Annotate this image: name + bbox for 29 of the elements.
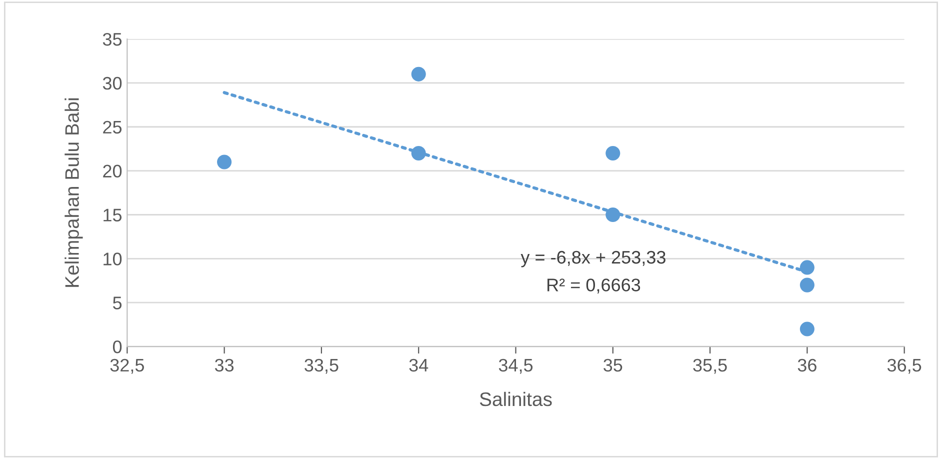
y-tick-label: 15 — [104, 208, 122, 222]
y-tick-label: 30 — [102, 76, 122, 90]
y-tick-label: 20 — [103, 164, 122, 178]
x-tick-label: 33,5 — [304, 358, 338, 374]
y-tick-label: 10 — [104, 252, 122, 266]
point — [800, 260, 814, 275]
y-tick-label: 5 — [112, 296, 122, 310]
x-tick-label: 34 — [409, 358, 428, 372]
point — [800, 322, 814, 336]
point — [606, 146, 620, 161]
x-tick-label: 36,5 — [887, 358, 922, 374]
annotation: y = -6,8x + 253,33 — [520, 250, 666, 268]
y-tick-label: 35 — [102, 32, 122, 46]
x-tick-label: 35 — [604, 358, 622, 372]
point — [606, 207, 620, 222]
x-tick-label: 32,5 — [110, 358, 144, 374]
x-axis-title: Salinitas — [480, 392, 552, 406]
point — [217, 154, 232, 170]
y-tick-label: 0 — [112, 340, 122, 354]
x-tick-label: 34,5 — [498, 358, 533, 374]
y-axis-title: Kelimpahan Bulu Babi — [64, 98, 83, 287]
point — [800, 278, 814, 292]
x-tick-label: 33 — [214, 358, 234, 372]
x-tick-label: 36 — [798, 358, 816, 372]
annotation: R² = 0,6663 — [548, 278, 640, 294]
point — [411, 66, 426, 82]
x-tick-label: 35,5 — [693, 358, 727, 374]
point — [411, 146, 426, 161]
y-tick-label: 25 — [103, 120, 122, 134]
